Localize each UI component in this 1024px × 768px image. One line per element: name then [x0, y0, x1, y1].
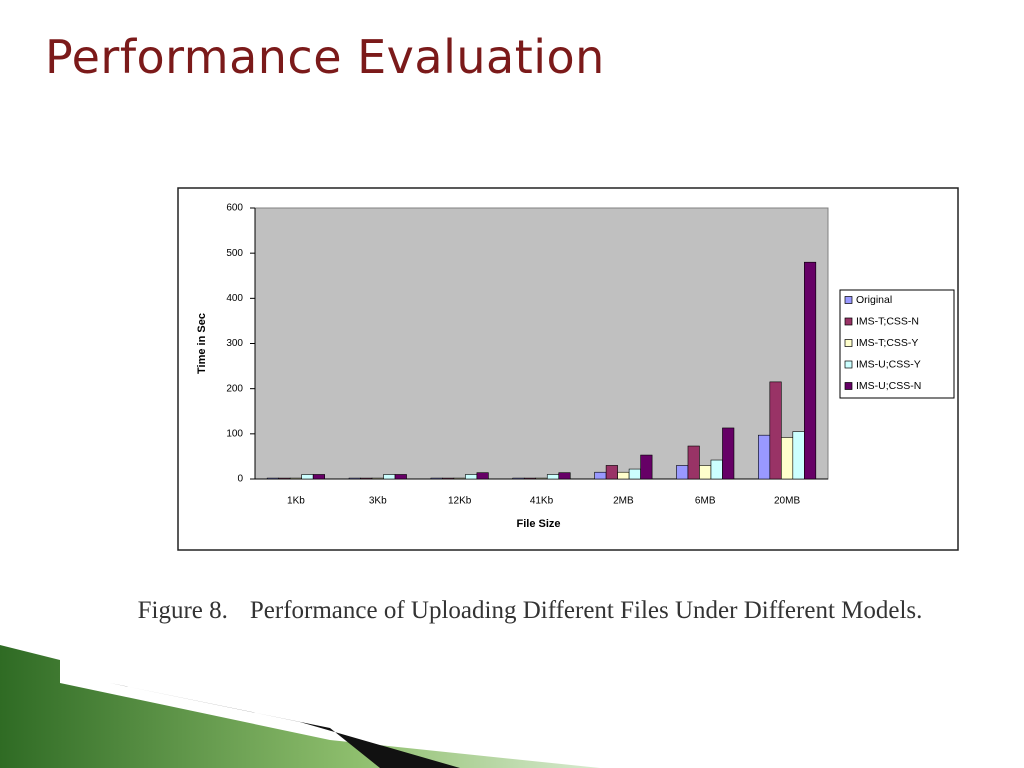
- bar: [312, 474, 325, 480]
- bar: [781, 437, 794, 480]
- y-tick-label: 0: [237, 474, 243, 485]
- decoration: [110, 683, 460, 768]
- bar: [605, 465, 618, 480]
- caption: Figure 8. Performance of Uploading Differ…: [95, 595, 965, 627]
- x-tick-label: 6MB: [695, 496, 716, 507]
- bar: [699, 465, 712, 480]
- bar: [710, 459, 723, 480]
- bar: [394, 474, 407, 480]
- legend-label: Original: [856, 294, 892, 306]
- y-tick-label: 100: [226, 428, 243, 439]
- y-axis-label: Time in Sec: [196, 313, 208, 374]
- bar: [758, 434, 771, 480]
- bar: [453, 477, 466, 480]
- y-tick-label: 600: [226, 203, 243, 214]
- bar: [383, 474, 396, 480]
- legend-label: IMS-U;CSS-N: [856, 380, 921, 392]
- bar: [558, 472, 571, 480]
- bar: [430, 477, 443, 480]
- bar: [687, 445, 700, 480]
- bar: [465, 474, 478, 480]
- bar: [289, 477, 302, 480]
- y-tick-label: 300: [226, 338, 243, 349]
- bar: [617, 471, 630, 480]
- bar: [512, 477, 525, 480]
- bar: [278, 477, 291, 480]
- x-tick-label: 20MB: [774, 496, 800, 507]
- legend-swatch: [844, 296, 853, 304]
- bar: [804, 261, 817, 480]
- caption-text: Performance of Uploading Different Files…: [249, 597, 923, 624]
- x-tick-label: 1Kb: [287, 496, 305, 507]
- legend-swatch: [844, 360, 853, 369]
- bar: [769, 381, 782, 480]
- y-tick-label: 200: [226, 383, 243, 394]
- plot-area: [254, 207, 829, 480]
- bar: [594, 471, 607, 480]
- bar: [360, 477, 373, 480]
- bar: [535, 477, 548, 480]
- bar: [476, 472, 489, 480]
- legend-swatch: [844, 317, 853, 326]
- y-tick-label: 500: [226, 248, 243, 259]
- x-tick-label: 3Kb: [369, 496, 387, 507]
- bar: [792, 431, 805, 480]
- x-tick-label: 12Kb: [448, 496, 472, 507]
- bar: [640, 454, 653, 480]
- x-tick-label: 2MB: [613, 496, 634, 507]
- legend-swatch: [844, 339, 853, 347]
- legend-label: IMS-T;CSS-Y: [856, 337, 918, 349]
- decoration: [0, 645, 600, 768]
- bar: [628, 468, 641, 480]
- bar: [348, 477, 361, 480]
- legend-label: IMS-U;CSS-Y: [856, 358, 921, 370]
- slide-title: Performance Evaluation: [45, 30, 605, 84]
- legend-swatch: [844, 382, 853, 390]
- bar: [523, 477, 537, 480]
- bar: [676, 465, 689, 480]
- y-tick-label: 400: [226, 293, 243, 304]
- x-tick-label: 41Kb: [530, 496, 554, 507]
- legend-box: [839, 289, 955, 399]
- bar: [266, 477, 279, 480]
- bar: [301, 474, 314, 480]
- bar: [442, 477, 455, 480]
- bar: [722, 427, 735, 480]
- legend-label: IMS-T;CSS-N: [856, 315, 919, 327]
- bar: [546, 474, 560, 480]
- x-axis-label: File Size: [516, 518, 560, 530]
- caption-label: Figure 8.: [137, 597, 228, 624]
- bar: [371, 477, 384, 480]
